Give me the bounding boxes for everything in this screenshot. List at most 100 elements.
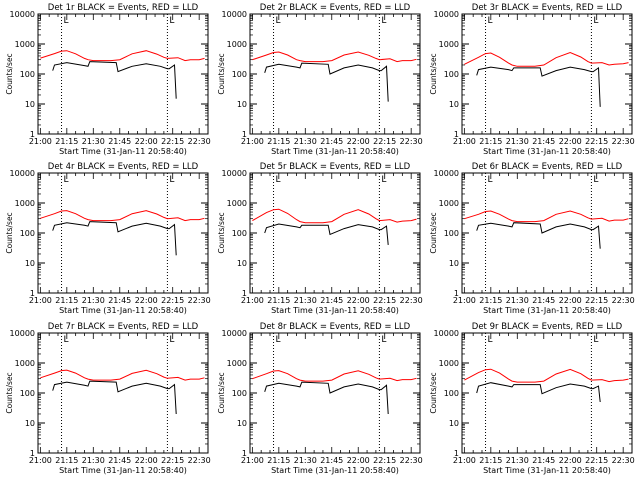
x-tick-label: 21:45 [532, 296, 555, 305]
x-tick-label: 21:00 [29, 456, 52, 465]
x-axis-label: Start Time (31-Jan-11 20:58:40) [271, 306, 399, 315]
x-tick-label: 21:15 [479, 296, 502, 305]
x-tick-label: 21:00 [453, 296, 476, 305]
shutter-label: L [276, 335, 281, 345]
plot-frame [37, 172, 209, 294]
x-axis-label: Start Time (31-Jan-11 20:58:40) [271, 466, 399, 475]
shutter-label: L [593, 16, 598, 26]
x-tick-label: 21:45 [108, 137, 131, 146]
x-tick-label: 21:45 [532, 137, 555, 146]
x-axis-label: Start Time (31-Jan-11 20:58:40) [59, 147, 187, 156]
x-tick-label: 22:15 [585, 137, 608, 146]
chart-title: Det 3r BLACK = Events, RED = LLD [472, 3, 623, 13]
chart-title: Det 6r BLACK = Events, RED = LLD [472, 162, 623, 172]
y-tick-label: 1000 [439, 199, 459, 208]
lld-series-line [252, 370, 417, 382]
lld-series-line [464, 51, 629, 67]
y-tick-label: 10 [449, 100, 459, 109]
x-tick-label: 22:30 [612, 137, 635, 146]
y-tick-label: 10 [237, 259, 247, 268]
lld-series-line [252, 208, 417, 224]
y-axis-label: Counts/sec [5, 53, 14, 94]
y-tick-label: 1 [454, 289, 459, 298]
x-axis-label: Start Time (31-Jan-11 20:58:40) [59, 466, 187, 475]
x-tick-label: 21:15 [267, 296, 290, 305]
plot-frame [249, 172, 421, 294]
y-tick-label: 1 [30, 289, 35, 298]
chart-title: Det 8r BLACK = Events, RED = LLD [260, 322, 411, 332]
shutter-label: L [593, 335, 598, 345]
plot-frame [461, 172, 633, 294]
x-tick-label: 22:30 [188, 137, 211, 146]
y-tick-label: 1000 [15, 359, 35, 368]
events-series-line [264, 381, 389, 415]
events-series-line [476, 382, 601, 403]
y-tick-label: 100 [444, 70, 459, 79]
x-tick-label: 21:30 [294, 137, 317, 146]
x-tick-label: 21:45 [108, 456, 131, 465]
y-axis-label: Counts/sec [5, 372, 14, 413]
plot-frame [461, 332, 633, 454]
y-tick-label: 1000 [439, 359, 459, 368]
x-tick-label: 22:00 [559, 456, 582, 465]
y-tick-label: 10000 [222, 169, 247, 178]
x-tick-label: 22:00 [135, 456, 158, 465]
shutter-label: L [381, 335, 386, 345]
x-tick-label: 21:30 [506, 137, 529, 146]
y-tick-label: 1 [30, 130, 35, 139]
plot-frame [37, 332, 209, 454]
lld-series-line [252, 51, 417, 63]
events-series-line [52, 61, 177, 99]
y-tick-label: 1000 [15, 40, 35, 49]
plot-frame [249, 13, 421, 135]
x-tick-label: 21:45 [320, 296, 343, 305]
x-tick-label: 22:15 [161, 456, 184, 465]
x-axis-label: Start Time (31-Jan-11 20:58:40) [483, 147, 611, 156]
y-tick-label: 1000 [15, 199, 35, 208]
y-tick-label: 1000 [227, 40, 247, 49]
y-tick-label: 10000 [10, 10, 35, 19]
y-tick-label: 10 [25, 259, 35, 268]
lld-series-line [40, 369, 205, 381]
y-tick-label: 100 [444, 389, 459, 398]
chart-panel: Det 5r BLACK = Events, RED = LLD Counts/s… [217, 162, 423, 315]
x-tick-label: 21:45 [320, 456, 343, 465]
y-axis-label: Counts/sec [429, 53, 438, 94]
y-tick-label: 1 [242, 289, 247, 298]
y-tick-label: 1000 [439, 40, 459, 49]
y-tick-label: 100 [20, 70, 35, 79]
x-tick-label: 22:15 [373, 296, 396, 305]
x-tick-label: 22:00 [347, 296, 370, 305]
chart-panel: Det 3r BLACK = Events, RED = LLD Counts/s… [429, 3, 635, 156]
x-tick-label: 21:00 [241, 296, 264, 305]
y-tick-label: 100 [444, 229, 459, 238]
y-tick-label: 10000 [434, 10, 459, 19]
y-tick-label: 1 [30, 449, 35, 458]
x-axis-label: Start Time (31-Jan-11 20:58:40) [483, 466, 611, 475]
x-tick-label: 21:00 [29, 137, 52, 146]
chart-title: Det 9r BLACK = Events, RED = LLD [472, 322, 623, 332]
x-tick-label: 21:00 [241, 137, 264, 146]
y-axis-label: Counts/sec [217, 212, 226, 253]
x-axis-label: Start Time (31-Jan-11 20:58:40) [483, 306, 611, 315]
chart-title: Det 7r BLACK = Events, RED = LLD [48, 322, 199, 332]
x-tick-label: 22:15 [161, 296, 184, 305]
x-tick-label: 22:30 [400, 137, 423, 146]
x-tick-label: 21:30 [82, 137, 105, 146]
x-tick-label: 21:15 [55, 456, 78, 465]
x-tick-label: 22:30 [612, 456, 635, 465]
events-series-line [52, 380, 177, 415]
y-tick-label: 10 [237, 100, 247, 109]
x-tick-label: 21:30 [294, 456, 317, 465]
y-axis-label: Counts/sec [5, 212, 14, 253]
x-tick-label: 22:00 [559, 137, 582, 146]
x-tick-label: 21:00 [241, 456, 264, 465]
chart-panel: Det 4r BLACK = Events, RED = LLD Counts/s… [5, 162, 211, 315]
y-tick-label: 10 [449, 259, 459, 268]
y-tick-label: 100 [232, 389, 247, 398]
y-tick-label: 1000 [227, 199, 247, 208]
chart-title: Det 5r BLACK = Events, RED = LLD [260, 162, 411, 172]
events-series-line [52, 221, 177, 256]
x-tick-label: 22:15 [373, 456, 396, 465]
x-tick-label: 22:15 [161, 137, 184, 146]
